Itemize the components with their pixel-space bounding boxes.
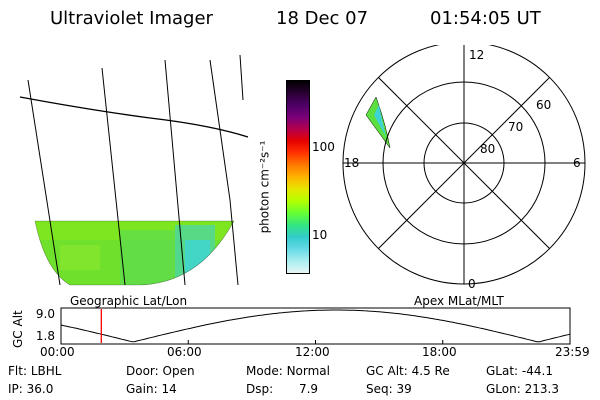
footer-gc-alt: GC Alt: 4.5 Re <box>366 364 450 378</box>
footer-door: Door: Open <box>126 364 195 378</box>
geographic-map <box>19 54 249 286</box>
alt-tick-1-8: 1.8 <box>36 329 55 343</box>
date-label: 18 Dec 07 <box>276 8 369 29</box>
lat-label-60: 60 <box>536 98 551 112</box>
footer-ip: IP: 36.0 <box>8 382 54 396</box>
footer-gain: Gain: 14 <box>126 382 177 396</box>
longitude-line <box>164 59 186 286</box>
polar-plot-label: Apex MLat/MLT <box>414 294 504 308</box>
x-tick-0000: 00:00 <box>40 345 75 359</box>
x-tick-1800: 18:00 <box>422 345 457 359</box>
mlt-label-6: 6 <box>573 156 581 170</box>
coastline-line <box>19 96 249 138</box>
colorbar-tick-100: 100 <box>312 140 335 154</box>
mlt-label-12: 12 <box>469 48 484 62</box>
lat-label-80: 80 <box>480 142 495 156</box>
alt-axis-label: GC Alt <box>11 310 25 348</box>
mlt-label-18: 18 <box>344 156 359 170</box>
footer-mode: Mode: Normal <box>246 364 330 378</box>
alt-tick-9: 9.0 <box>36 307 55 321</box>
longitude-line <box>209 59 239 286</box>
footer-flt: Flt: LBHL <box>8 364 62 378</box>
footer-seq: Seq: 39 <box>366 382 412 396</box>
aurora-image <box>35 221 234 285</box>
longitude-line <box>101 67 126 286</box>
longitude-line <box>27 79 61 286</box>
polar-aurora-patch <box>365 96 391 149</box>
polar-plot: 12 18 6 0 60 70 80 <box>342 45 586 290</box>
time-label: 01:54:05 UT <box>430 8 541 29</box>
colorbar-unit-label: photon cm⁻²s⁻¹ <box>257 140 272 234</box>
x-tick-2359: 23:59 <box>555 345 590 359</box>
altitude-curve <box>60 309 571 343</box>
footer-glon: GLon: 213.3 <box>486 382 559 396</box>
altitude-panel: 9.0 1.8 GC Alt <box>11 307 571 348</box>
x-tick-1200: 12:00 <box>295 345 330 359</box>
instrument-title: Ultraviolet Imager <box>50 8 213 29</box>
footer-dsp: Dsp: 7.9 <box>246 382 319 396</box>
footer-glat: GLat: -44.1 <box>486 364 553 378</box>
geo-map-label: Geographic Lat/Lon <box>70 294 188 308</box>
longitude-line <box>239 54 244 101</box>
colorbar <box>286 80 310 274</box>
colorbar-tick-10: 10 <box>312 228 328 242</box>
lat-label-70: 70 <box>508 120 523 134</box>
altitude-plot-frame <box>60 307 571 345</box>
mlt-label-0: 0 <box>468 277 476 290</box>
x-tick-0600: 06:00 <box>167 345 202 359</box>
